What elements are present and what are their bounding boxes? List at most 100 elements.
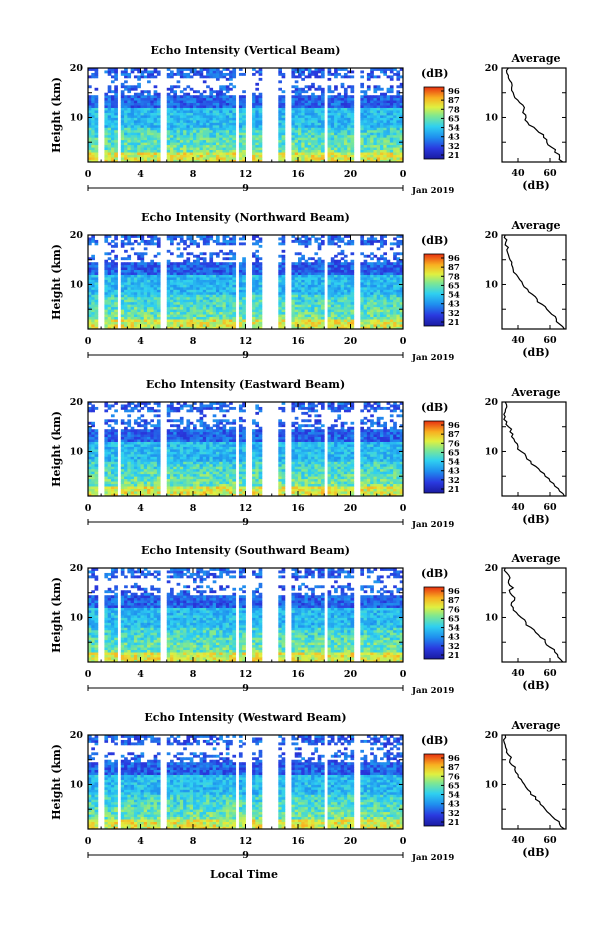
heatmap-cell	[179, 299, 184, 303]
heatmap-cell	[120, 272, 125, 275]
heatmap-cell	[370, 102, 374, 106]
heatmap-cell	[222, 301, 227, 305]
heatmap-cell	[340, 102, 345, 106]
heatmap-cell	[278, 291, 282, 295]
heatmap-cell	[360, 279, 365, 283]
heatmap-cell	[294, 282, 299, 285]
heatmap-cell	[206, 299, 210, 303]
heatmap-cell	[311, 70, 315, 74]
heatmap-cell	[94, 319, 99, 322]
heatmap-cell	[311, 324, 315, 327]
heatmap-cell	[179, 157, 184, 160]
heatmap-cell	[140, 316, 145, 320]
heatmap-cell	[343, 254, 348, 258]
heatmap-cell	[238, 321, 243, 325]
heatmap-cell	[170, 154, 174, 158]
heatmap-cell	[317, 75, 322, 79]
heatmap-cell	[219, 92, 223, 96]
heatmap-cell	[193, 107, 197, 111]
heatmap-cell	[153, 296, 158, 300]
heatmap-cell	[383, 291, 387, 295]
heatmap-cell	[153, 291, 158, 295]
heatmap-cell	[301, 87, 305, 91]
heatmap-cell	[320, 301, 325, 305]
heatmap-cell	[350, 242, 355, 246]
heatmap-cell	[156, 299, 161, 303]
heatmap-cell	[363, 100, 368, 104]
heatmap-cell	[386, 314, 391, 318]
heatmap-cell	[340, 122, 345, 126]
heatmap-cell	[386, 105, 391, 108]
heatmap-cell	[258, 316, 263, 320]
heatmap-cell	[242, 95, 246, 99]
heatmap-cell	[173, 267, 177, 271]
heatmap-cell	[140, 157, 145, 160]
heatmap-cell	[202, 149, 207, 153]
heatmap-cell	[110, 102, 115, 106]
heatmap-cell	[196, 304, 200, 308]
heatmap-cell	[366, 296, 371, 300]
heatmap-cell	[360, 252, 365, 256]
heatmap-cell	[320, 144, 325, 148]
heatmap-cell	[137, 316, 141, 320]
heatmap-cell	[156, 272, 161, 275]
heatmap-cell	[330, 127, 335, 131]
heatmap-cell	[298, 117, 302, 121]
heatmap-cell	[229, 237, 233, 241]
heatmap-cell	[110, 107, 115, 111]
heatmap-cell	[393, 264, 397, 268]
heatmap-cell	[110, 326, 115, 330]
heatmap-cell	[383, 304, 387, 308]
heatmap-cell	[320, 272, 325, 275]
heatmap-cell	[350, 289, 355, 293]
heatmap-cell	[347, 159, 351, 163]
heatmap-cell	[173, 296, 177, 300]
heatmap-cell	[114, 95, 118, 99]
heatmap-cell	[173, 286, 177, 290]
heatmap-cell	[153, 119, 158, 123]
heatmap-cell	[278, 152, 282, 155]
heatmap-cell	[143, 277, 148, 280]
heatmap-cell	[294, 147, 299, 151]
heatmap-cell	[393, 105, 397, 108]
heatmap-cell	[153, 282, 158, 285]
heatmap-cell	[298, 299, 302, 303]
heatmap-cell	[215, 314, 220, 318]
heatmap-cell	[304, 85, 309, 89]
heatmap-cell	[298, 264, 302, 268]
heatmap-cell	[202, 115, 207, 118]
heatmap-cell	[320, 314, 325, 318]
heatmap-cell	[314, 87, 319, 91]
heatmap-cell	[127, 159, 132, 163]
heatmap-cell	[153, 311, 158, 315]
heatmap-cell	[166, 144, 171, 148]
heatmap-cell	[337, 124, 342, 128]
heatmap-cell	[176, 149, 181, 153]
heatmap-cell	[215, 115, 220, 118]
heatmap-cell	[173, 316, 177, 320]
day-label: 9	[242, 183, 249, 194]
heatmap-cell	[363, 110, 368, 113]
heatmap-cell	[373, 85, 378, 89]
heatmap-cell	[376, 239, 381, 243]
heatmap-cell	[281, 249, 286, 253]
heatmap-cell	[340, 319, 345, 322]
heatmap-cell	[301, 309, 305, 313]
heatmap-cell	[301, 242, 305, 246]
heatmap-cell	[307, 137, 312, 141]
heatmap-cell	[376, 284, 381, 288]
heatmap-cell	[360, 129, 365, 133]
heatmap-cell	[193, 277, 197, 280]
heatmap-cell	[380, 272, 384, 275]
heatmap-cell	[199, 321, 204, 325]
heatmap-cell	[373, 239, 378, 243]
heatmap-cell	[202, 304, 207, 308]
heatmap-cell	[380, 147, 384, 151]
heatmap-cell	[114, 87, 118, 91]
heatmap-cell	[206, 235, 210, 238]
heatmap-cell	[140, 90, 145, 94]
heatmap-cell	[156, 321, 161, 325]
heatmap-cell	[232, 149, 237, 153]
heatmap-cell	[91, 314, 95, 318]
heatmap-cell	[133, 132, 138, 136]
